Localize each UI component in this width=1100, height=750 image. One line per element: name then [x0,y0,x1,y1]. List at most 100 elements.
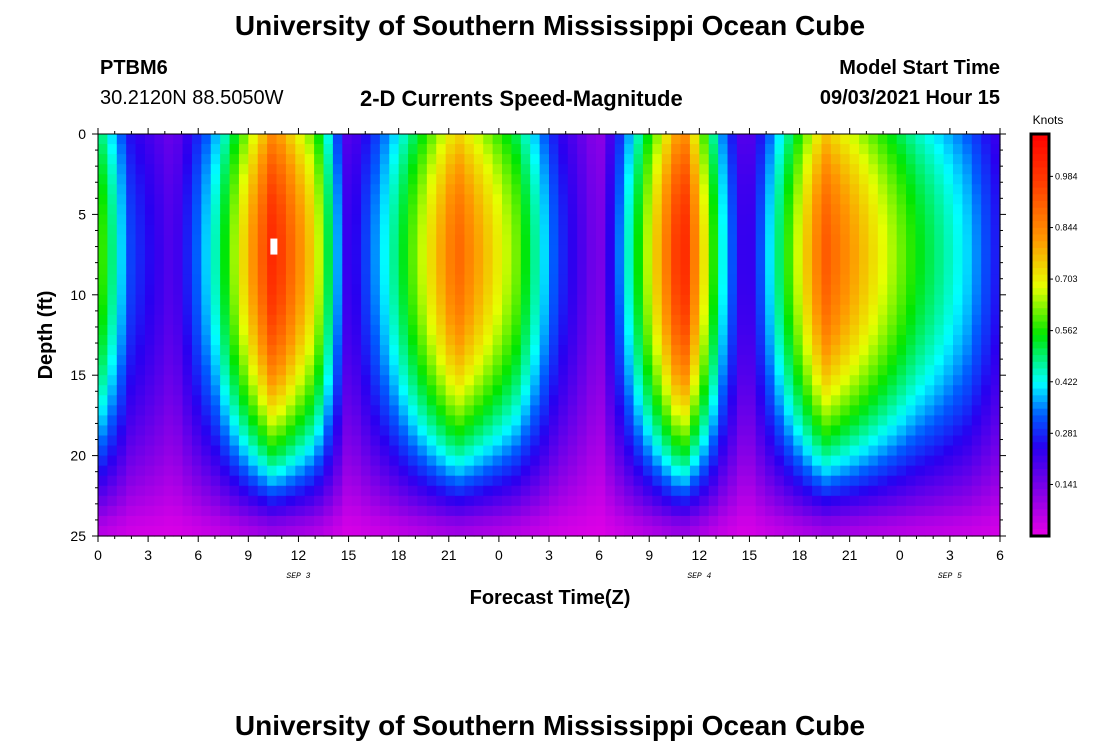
heatmap-cell [116,525,127,537]
heatmap-cell [295,485,306,497]
heatmap-cell [473,284,484,296]
heatmap-cell [445,244,456,256]
heatmap-cell [624,465,635,477]
heatmap-cell [238,455,249,467]
heatmap-cell [436,435,447,447]
heatmap-cell [727,375,738,386]
heatmap-cell [586,355,597,366]
heatmap-cell [539,335,550,346]
heatmap-cell [680,385,691,396]
heatmap-cell [398,435,409,447]
heatmap-cell [398,465,409,477]
heatmap-cell [173,204,184,215]
heatmap-cell [492,345,503,356]
heatmap-cell [624,405,635,416]
heatmap-cell [736,415,747,427]
heatmap-cell [530,254,541,266]
heatmap-cell [323,134,334,145]
heatmap-cell [661,495,672,507]
heatmap-cell [417,405,428,416]
heatmap-cell [567,525,578,537]
heatmap-cell [614,304,625,316]
heatmap-cell [549,485,559,497]
heatmap-cell [351,365,362,376]
heatmap-cell [530,385,541,396]
heatmap-cell [924,314,935,326]
heatmap-cell [567,254,578,266]
heatmap-cell [746,274,757,286]
heatmap-cell [924,435,935,447]
heatmap-cell [248,144,259,155]
heatmap-cell [671,425,682,437]
heatmap-cell [426,375,437,386]
heatmap-cell [332,375,343,386]
heatmap-cell [511,425,522,437]
heatmap-cell [877,314,888,326]
colorbar-swatch [1031,502,1049,510]
heatmap-cell [201,134,212,145]
heatmap-cell [332,314,343,326]
heatmap-cell [915,324,926,336]
heatmap-cell [135,525,146,537]
heatmap-cell [549,294,559,306]
heatmap-cell [981,234,992,246]
heatmap-cell [746,214,757,226]
heatmap-cell [624,214,635,226]
heatmap-cell [614,465,625,477]
heatmap-cell [689,184,700,195]
heatmap-cell [511,304,522,316]
heatmap-cell [877,415,888,427]
heatmap-cell [943,515,954,527]
heatmap-cell [887,345,898,356]
heatmap-cell [98,335,108,346]
heatmap-cell [436,415,447,427]
heatmap-cell [812,405,823,416]
heatmap-cell [248,395,259,406]
heatmap-cell [389,405,400,416]
heatmap-cell [699,475,710,487]
heatmap-cell [295,194,306,205]
heatmap-cell [370,304,381,316]
heatmap-cell [718,244,729,256]
heatmap-cell [896,194,907,205]
heatmap-cell [859,214,870,226]
heatmap-cell [182,345,193,356]
heatmap-cell [765,304,776,316]
heatmap-cell [107,335,118,346]
heatmap-cell [558,264,569,276]
heatmap-cell [868,254,879,266]
heatmap-cell [257,214,268,226]
heatmap-cell [802,375,813,386]
heatmap-cell [426,425,437,437]
heatmap-cell [304,445,315,457]
heatmap-cell [840,505,851,517]
heatmap-cell [126,324,137,336]
heatmap-cell [473,375,484,386]
heatmap-cell [586,425,597,437]
heatmap-cell [220,515,231,527]
heatmap-cell [642,505,653,517]
heatmap-cell [492,234,503,246]
heatmap-cell [859,194,870,205]
heatmap-cell [417,385,428,396]
heatmap-cell [821,415,832,427]
heatmap-cell [812,515,823,527]
heatmap-cell [116,455,127,467]
heatmap-cell [887,164,898,175]
heatmap-cell [840,134,851,145]
heatmap-cell [793,445,804,457]
heatmap-cell [915,415,926,427]
heatmap-cell [595,355,606,366]
heatmap-cell [708,385,719,396]
heatmap-cell [332,455,343,467]
heatmap-cell [285,264,296,276]
heatmap-cell [182,385,193,396]
heatmap-cell [774,515,785,527]
heatmap-cell [530,495,541,507]
heatmap-cell [389,505,400,517]
heatmap-cell [633,174,644,185]
heatmap-cell [924,405,935,416]
heatmap-cell [812,324,823,336]
heatmap-cell [530,204,541,215]
heatmap-cell [652,194,663,205]
